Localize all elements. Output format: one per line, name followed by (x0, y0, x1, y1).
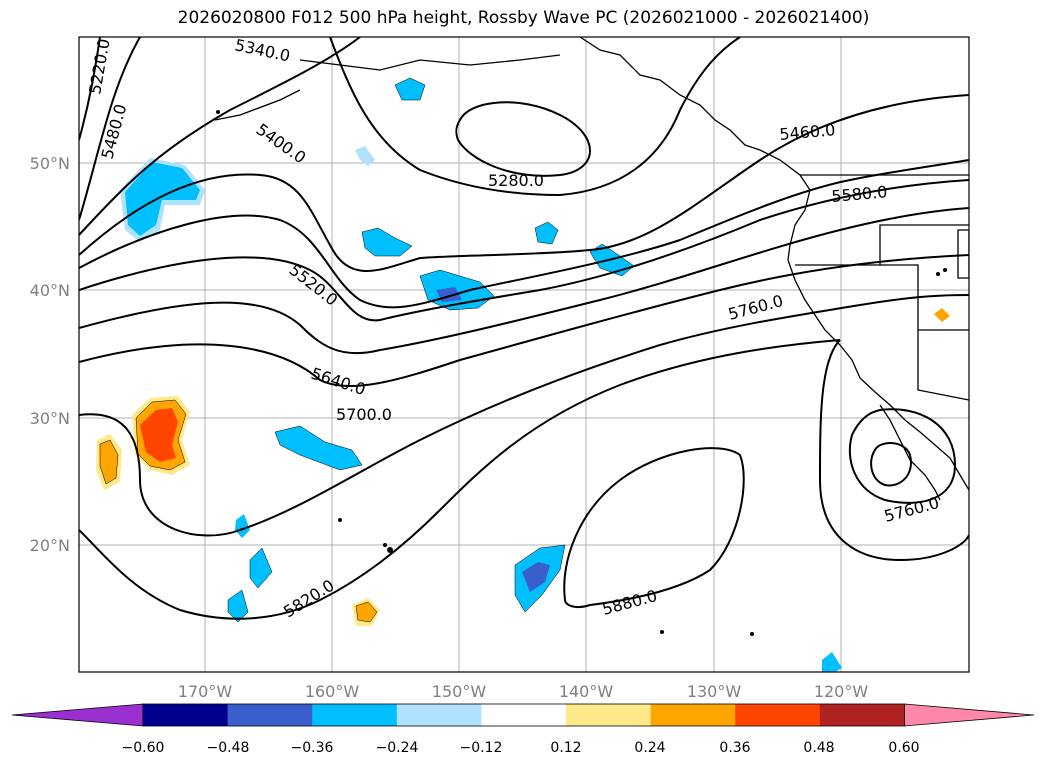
contour-label: 5460.0 (779, 120, 836, 144)
lon-tick: 130°W (687, 682, 742, 701)
colorbar-tick: −0.60 (122, 740, 165, 756)
lon-tick: 150°W (432, 682, 487, 701)
colorbar-tick: −0.48 (207, 740, 250, 756)
lon-tick: 170°W (178, 682, 233, 701)
islands (216, 110, 947, 636)
colorbar-swatch (312, 704, 398, 726)
lon-tick: 140°W (559, 682, 614, 701)
colorbar-tick: −0.12 (460, 740, 503, 756)
lat-tick: 30°N (30, 409, 70, 428)
colorbar-swatch (819, 704, 905, 726)
colorbar-tick: −0.24 (376, 740, 419, 756)
colorbar-tick: −0.36 (291, 740, 334, 756)
colorbar-extend-low (11, 703, 144, 727)
colorbar-outline (142, 703, 905, 727)
colorbar (11, 703, 1035, 727)
colorbar-extend-high (904, 703, 1035, 727)
anomaly-fills (96, 77, 950, 672)
colorbar-swatch (650, 704, 736, 726)
lon-tick: 160°W (305, 682, 360, 701)
colorbar-tick: 0.24 (634, 740, 665, 756)
colorbar-tick: 0.12 (550, 740, 581, 756)
contour-label: 5580.0 (831, 182, 888, 206)
colorbar-tick: 0.48 (803, 740, 834, 756)
colorbar-swatch (481, 704, 567, 726)
contour-label: 5700.0 (336, 405, 392, 424)
map-frame (78, 36, 970, 673)
lat-tick: 50°N (30, 154, 70, 173)
height-contours (79, 37, 969, 620)
lon-tick: 120°W (814, 682, 869, 701)
longitude-ticks: 170°W 160°W 150°W 140°W 130°W 120°W (178, 682, 869, 701)
colorbar-tick: 0.36 (719, 740, 750, 756)
colorbar-swatch (735, 704, 821, 726)
colorbar-swatch (227, 704, 313, 726)
contour-label: 5280.0 (488, 171, 544, 190)
colorbar-ticks: −0.60 −0.48 −0.36 −0.24 −0.12 0.12 0.24 … (122, 740, 920, 756)
latitude-ticks: 50°N 40°N 30°N 20°N (30, 154, 70, 555)
colorbar-swatch (566, 704, 652, 726)
lat-tick: 40°N (30, 281, 70, 300)
map-title: 2026020800 F012 500 hPa height, Rossby W… (177, 8, 870, 28)
lat-tick: 20°N (30, 536, 70, 555)
colorbar-tick: 0.60 (888, 740, 919, 756)
colorbar-swatch (143, 704, 229, 726)
anomaly-blob-negative (125, 162, 200, 236)
colorbar-swatch (396, 704, 482, 726)
